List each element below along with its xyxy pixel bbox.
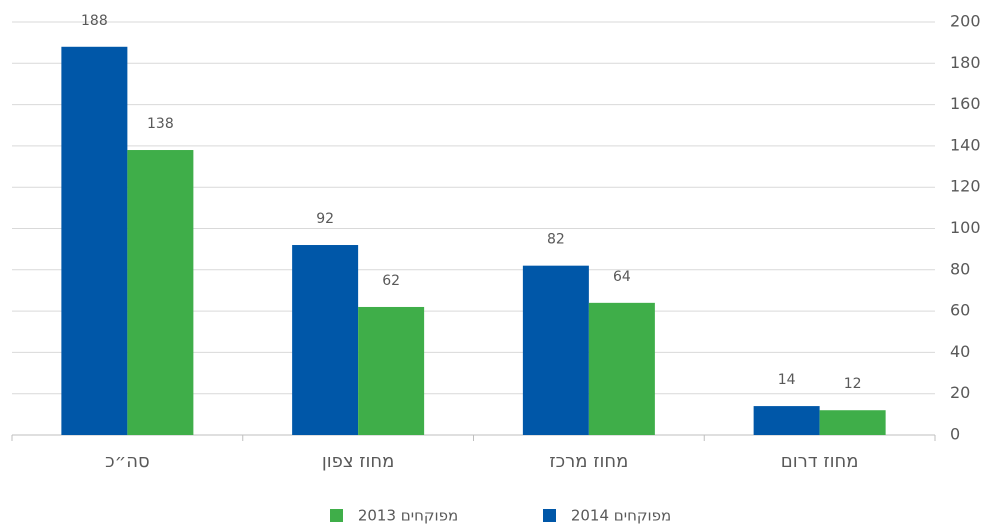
y-tick-label: 20 [950,383,970,402]
y-tick-label: 140 [950,135,981,154]
data-label: 138 [147,116,174,132]
bar [358,306,425,435]
bar [292,245,359,435]
data-label: 188 [81,13,108,29]
data-label: 64 [613,269,631,285]
bar [127,150,194,435]
data-label: 12 [844,376,862,392]
y-tick-label: 100 [950,218,981,237]
legend-swatch [330,509,343,522]
data-label: 62 [382,273,400,289]
y-tick-label: 200 [950,12,981,31]
y-tick-label: 180 [950,53,981,72]
x-tick-label: מחוז דרום [781,451,859,472]
legend-label: מפוקחים 2014 [571,507,671,524]
bar [753,406,820,435]
data-label: 82 [547,232,565,248]
data-label: 92 [316,211,334,227]
legend-swatch [543,509,556,522]
x-tick-label: מחוז מרכז [549,451,628,472]
bar [61,46,128,435]
bar [819,410,886,435]
bar [588,302,655,435]
x-tick-label: סה״כ [105,451,150,472]
y-tick-label: 80 [950,259,970,278]
y-tick-label: 0 [950,425,960,444]
y-tick-label: 60 [950,301,970,320]
y-tick-label: 40 [950,342,970,361]
y-tick-label: 120 [950,177,981,196]
y-tick-label: 160 [950,94,981,113]
legend-label: מפוקחים 2013 [358,507,458,524]
data-label: 14 [778,372,796,388]
x-tick-label: מחוז צפון [322,451,395,472]
bar [522,265,589,435]
